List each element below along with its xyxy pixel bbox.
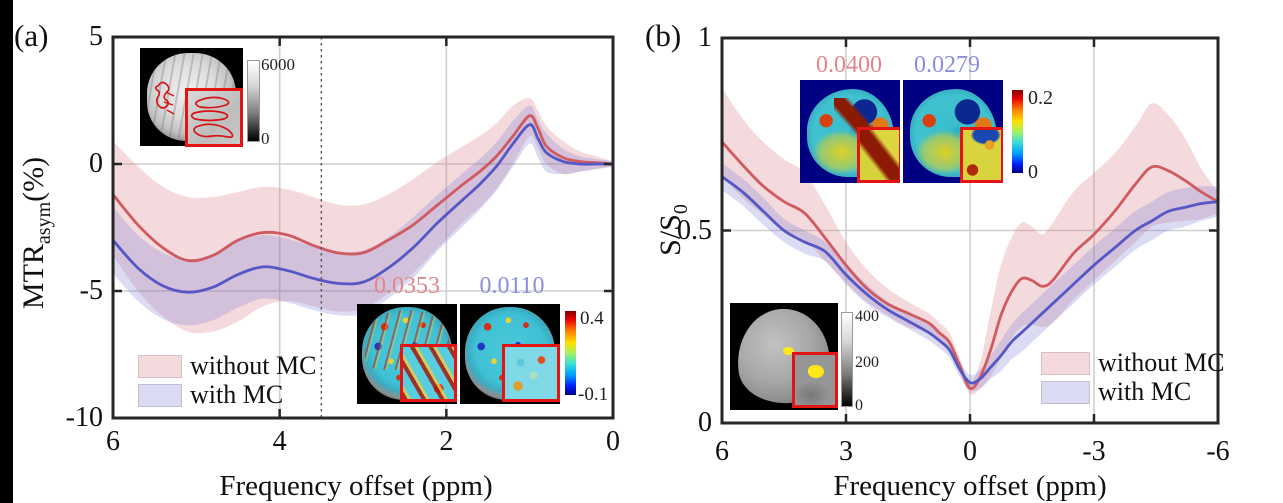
panel-a-label: (a) xyxy=(14,18,49,53)
colorbar-min-label: -0.1 xyxy=(578,384,609,405)
mean-line xyxy=(720,141,1219,391)
panel-b-y-axis-title: S/S0 xyxy=(654,130,694,330)
y-tick-label: 0.5 xyxy=(677,214,712,246)
legend-label-without-mc: without MC xyxy=(1098,348,1225,377)
x-tick-label: 6 xyxy=(106,426,120,457)
legend-label-without-mc: without MC xyxy=(190,351,317,380)
mean-line xyxy=(111,123,613,294)
without-mc-swatch xyxy=(138,354,182,378)
colorbar-min-label: 0 xyxy=(855,397,863,414)
with-mc-swatch xyxy=(138,383,182,407)
legend-label-with-mc: with MC xyxy=(190,380,284,409)
legend-row-with-mc: with MC xyxy=(1041,377,1224,406)
panel-a-anatomy-inset: 6000 0 xyxy=(140,48,300,148)
x-tick-label: -6 xyxy=(1206,436,1230,467)
colorbar-mid-label: 200 xyxy=(855,354,879,371)
anatomy-image xyxy=(730,303,838,410)
jet-colorbar xyxy=(1012,90,1023,173)
magnified-roi-marker xyxy=(808,365,824,378)
map-zoom-box xyxy=(960,127,1003,183)
panel-b-x-axis-title: Frequency offset (ppm) xyxy=(833,470,1107,502)
y-tick-label: 0 xyxy=(698,407,712,438)
y-tick-label: -10 xyxy=(65,402,103,433)
without-mc-map-value: 0.0400 xyxy=(816,52,882,78)
panel-a-map-inset: 0.0353 0.0110 0.4 -0.1 xyxy=(357,272,647,407)
y-title-main: S/S xyxy=(654,214,687,256)
anatomy-image xyxy=(140,48,243,147)
with-mc-swatch xyxy=(1041,380,1090,404)
mtr-map-with-mc xyxy=(460,304,560,404)
x-tick-label: 0 xyxy=(606,426,620,457)
y-tick-label: -5 xyxy=(79,275,103,306)
grayscale-colorbar xyxy=(247,60,260,142)
confidence-band xyxy=(113,105,613,326)
mtr-map-without-mc xyxy=(357,304,457,404)
left-black-bar xyxy=(0,0,13,503)
colorbar-max-label: 0.2 xyxy=(1028,87,1053,109)
y-tick-label: 0 xyxy=(89,148,103,179)
y-title-unit: (%) xyxy=(17,156,50,202)
x-tick-label: -3 xyxy=(1082,436,1106,467)
anatomy-zoom-box xyxy=(792,352,838,408)
panel-a-y-axis-title: MTRasym(%) xyxy=(17,63,57,403)
jet-colorbar xyxy=(565,311,576,395)
colorbar-max-label: 400 xyxy=(855,308,879,325)
confidence-band xyxy=(722,88,1218,395)
magnified-roi-contours xyxy=(190,96,234,139)
map-zoom-box xyxy=(857,127,900,183)
cest-map-without-mc xyxy=(800,80,900,183)
mean-line xyxy=(111,114,614,263)
without-mc-map-value: 0.0353 xyxy=(374,273,440,299)
x-tick-label: 0 xyxy=(963,436,977,467)
colorbar-min-label: 0 xyxy=(1028,161,1038,183)
axes-box xyxy=(111,35,615,420)
y-tick-label: 5 xyxy=(89,21,103,52)
roi-contour-overlay xyxy=(154,81,175,115)
roi-marker xyxy=(783,347,794,355)
map-zoom-box xyxy=(400,344,457,402)
colorbar-max-label: 6000 xyxy=(261,55,295,74)
x-tick-label: 3 xyxy=(839,436,853,467)
y-tick-label: 1 xyxy=(698,22,712,53)
y-title-subscript: 0 xyxy=(670,204,692,215)
x-tick-label: 4 xyxy=(272,426,287,457)
anatomy-zoom-box xyxy=(185,88,243,147)
legend-panel-b: without MC with MC xyxy=(1041,348,1225,407)
without-mc-swatch xyxy=(1041,351,1090,375)
with-mc-map-value: 0.0279 xyxy=(914,52,980,78)
panel-b-label: (b) xyxy=(645,18,682,53)
y-title-subscript: asym xyxy=(33,201,55,245)
y-title-main: MTR xyxy=(17,244,50,310)
panel-b-map-inset: 0.0400 0.0279 0.2 0 xyxy=(800,50,1090,185)
with-mc-map-value: 0.0110 xyxy=(479,273,545,299)
panel-a-x-axis-title: Frequency offset (ppm) xyxy=(219,470,493,502)
colorbar-min-label: 0 xyxy=(261,129,270,148)
legend-row-with-mc: with MC xyxy=(138,380,316,409)
x-tick-label: 2 xyxy=(439,426,454,457)
x-tick-label: 6 xyxy=(715,436,729,467)
legend-panel-a: without MC with MC xyxy=(138,351,317,410)
legend-label-with-mc: with MC xyxy=(1098,377,1192,406)
map-zoom-box xyxy=(502,344,560,402)
mean-line xyxy=(721,175,1219,385)
legend-row-without-mc: without MC xyxy=(138,351,317,380)
panel-b-anatomy-inset: 400 200 0 xyxy=(730,303,900,414)
colorbar-max-label: 0.4 xyxy=(580,308,604,329)
legend-row-without-mc: without MC xyxy=(1041,348,1225,377)
grayscale-colorbar xyxy=(841,312,853,407)
cest-map-with-mc xyxy=(903,80,1003,183)
